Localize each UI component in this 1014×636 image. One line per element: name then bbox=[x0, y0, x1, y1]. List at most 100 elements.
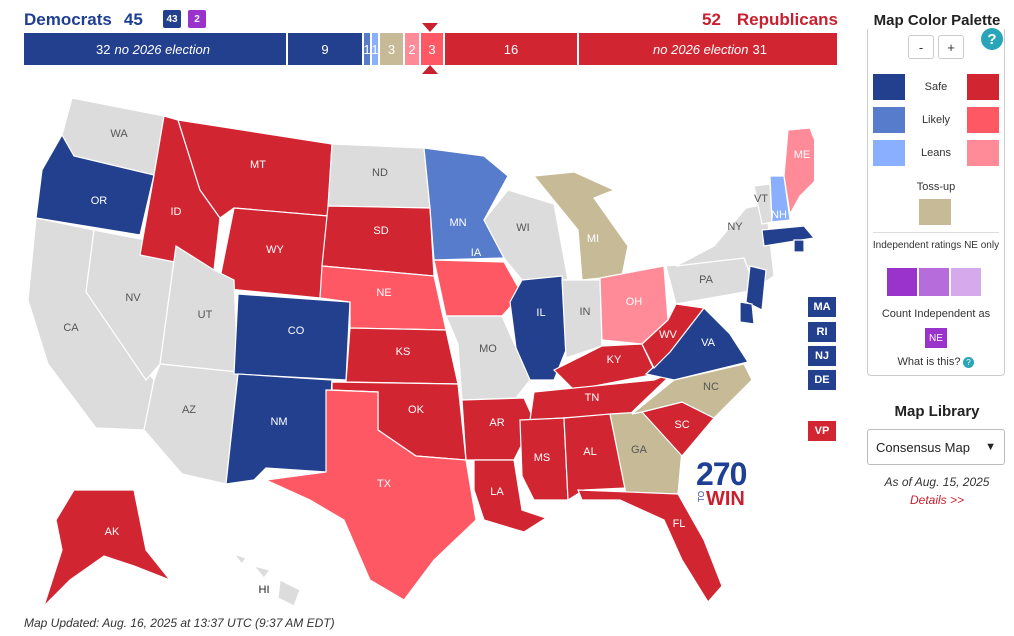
state-de[interactable] bbox=[739, 301, 755, 325]
what-is-this-link[interactable]: What is this? bbox=[897, 356, 961, 368]
state-co[interactable] bbox=[233, 293, 351, 381]
state-nm[interactable] bbox=[225, 373, 333, 485]
state-mi[interactable] bbox=[532, 171, 629, 281]
label-la: LA bbox=[490, 486, 504, 498]
label-ms: MS bbox=[534, 452, 551, 464]
state-hi[interactable] bbox=[232, 552, 301, 607]
label-hi: HI bbox=[259, 584, 270, 596]
label-oh: OH bbox=[626, 296, 643, 308]
state-ia[interactable] bbox=[433, 259, 523, 317]
democrats-label: Democrats bbox=[24, 10, 112, 29]
state-ri[interactable] bbox=[793, 239, 805, 253]
palette-divider bbox=[873, 232, 999, 233]
label-mn: MN bbox=[449, 217, 466, 229]
label-tx: TX bbox=[377, 478, 392, 490]
label-mo: MO bbox=[479, 343, 497, 355]
info-icon[interactable]: ? bbox=[963, 357, 974, 368]
label-pa: PA bbox=[699, 274, 714, 286]
state-in[interactable] bbox=[561, 279, 603, 359]
palette-title: Map Color Palette bbox=[867, 12, 1007, 29]
label-mi: MI bbox=[587, 233, 599, 245]
district-box-de[interactable]: DE bbox=[808, 370, 836, 390]
state-wv[interactable] bbox=[641, 303, 706, 370]
label-ia: IA bbox=[471, 247, 482, 259]
label-al: AL bbox=[583, 446, 596, 458]
state-sd[interactable] bbox=[321, 205, 435, 277]
label-ny: NY bbox=[727, 221, 743, 233]
label-wv: WV bbox=[659, 329, 677, 341]
swatch-leans-dem[interactable] bbox=[873, 140, 905, 166]
label-wy: WY bbox=[266, 244, 284, 256]
swatch-leans-rep[interactable] bbox=[967, 140, 999, 166]
bar-segment-dem-safe: 9 bbox=[288, 33, 364, 65]
label-mt: MT bbox=[250, 159, 266, 171]
chevron-down-icon: ▼ bbox=[985, 441, 996, 453]
label-nv: NV bbox=[125, 292, 141, 304]
label-tn: TN bbox=[585, 392, 600, 404]
label-ne: NE bbox=[376, 287, 391, 299]
district-box-ri[interactable]: RI bbox=[808, 322, 836, 342]
map-library-select[interactable]: Consensus Map ▼ bbox=[867, 429, 1005, 465]
map-updated-timestamp: Map Updated: Aug. 16, 2025 at 13:37 UTC … bbox=[24, 616, 335, 630]
label-sc: SC bbox=[674, 419, 689, 431]
map-library-title: Map Library bbox=[894, 403, 980, 420]
seat-balance-bar: 32 no 2026 election 9 1 1 3 2 3 16 no 202… bbox=[24, 33, 837, 65]
label-nh: NH bbox=[771, 209, 787, 221]
district-box-nj[interactable]: NJ bbox=[808, 346, 836, 366]
swatch-ind-likely[interactable] bbox=[919, 268, 949, 296]
label-ok: OK bbox=[408, 404, 425, 416]
state-az[interactable] bbox=[143, 363, 239, 485]
ind-seats-badge: 2 bbox=[188, 10, 206, 28]
state-mn[interactable] bbox=[423, 147, 509, 261]
state-mo[interactable] bbox=[445, 315, 531, 401]
help-icon[interactable]: ? bbox=[981, 28, 1003, 50]
state-ma[interactable] bbox=[761, 225, 814, 247]
state-fl[interactable] bbox=[577, 489, 723, 604]
palette-label-tossup: Toss-up bbox=[916, 181, 956, 193]
swatch-likely-rep[interactable] bbox=[967, 107, 999, 133]
democrats-total: Democrats 45 bbox=[24, 10, 143, 30]
state-tx[interactable] bbox=[263, 389, 477, 601]
dem-seats-badge: 43 bbox=[163, 10, 181, 28]
state-ak[interactable] bbox=[43, 489, 172, 607]
swatch-ind-safe[interactable] bbox=[887, 268, 917, 296]
state-tn[interactable] bbox=[529, 371, 675, 421]
swatch-tossup[interactable] bbox=[919, 199, 951, 225]
label-nc: NC bbox=[703, 381, 719, 393]
label-ga: GA bbox=[631, 444, 648, 456]
zoom-in-button[interactable]: + bbox=[938, 35, 964, 59]
swatch-safe-rep[interactable] bbox=[967, 74, 999, 100]
label-sd: SD bbox=[373, 225, 388, 237]
label-wi: WI bbox=[516, 222, 529, 234]
state-nj[interactable] bbox=[745, 265, 767, 311]
count-independent-ne-button[interactable]: NE bbox=[925, 328, 947, 348]
district-box-ma[interactable]: MA bbox=[808, 297, 836, 317]
label-id: ID bbox=[171, 206, 182, 218]
270towin-logo: 270 TO WIN bbox=[696, 456, 747, 510]
label-in: IN bbox=[580, 306, 591, 318]
zoom-out-button[interactable]: - bbox=[908, 35, 934, 59]
state-ms[interactable] bbox=[519, 417, 569, 501]
details-link[interactable]: Details >> bbox=[909, 493, 965, 507]
state-al[interactable] bbox=[563, 413, 627, 502]
label-az: AZ bbox=[182, 404, 196, 416]
state-me[interactable] bbox=[783, 127, 814, 216]
label-va: VA bbox=[701, 337, 716, 349]
majority-marker-top-icon bbox=[422, 23, 438, 32]
label-fl: FL bbox=[673, 518, 686, 530]
vp-box[interactable]: VP bbox=[808, 421, 836, 441]
bar-segment-rep-leans: 2 bbox=[405, 33, 421, 65]
bar-segment-rep-no-election: no 2026 election 31 bbox=[579, 33, 837, 65]
state-nh[interactable] bbox=[769, 175, 791, 223]
map-library-selected: Consensus Map bbox=[876, 439, 970, 455]
swatch-likely-dem[interactable] bbox=[873, 107, 905, 133]
label-wa: WA bbox=[110, 128, 128, 140]
swatch-ind-leans[interactable] bbox=[951, 268, 981, 296]
swatch-safe-dem[interactable] bbox=[873, 74, 905, 100]
republicans-label: Republicans bbox=[736, 10, 838, 29]
label-ut: UT bbox=[198, 309, 213, 321]
state-or[interactable] bbox=[35, 133, 155, 236]
bar-segment-dem-no-election: 32 no 2026 election bbox=[24, 33, 288, 65]
count-independent-label: Count Independent as bbox=[881, 308, 991, 320]
state-la[interactable] bbox=[473, 459, 548, 533]
